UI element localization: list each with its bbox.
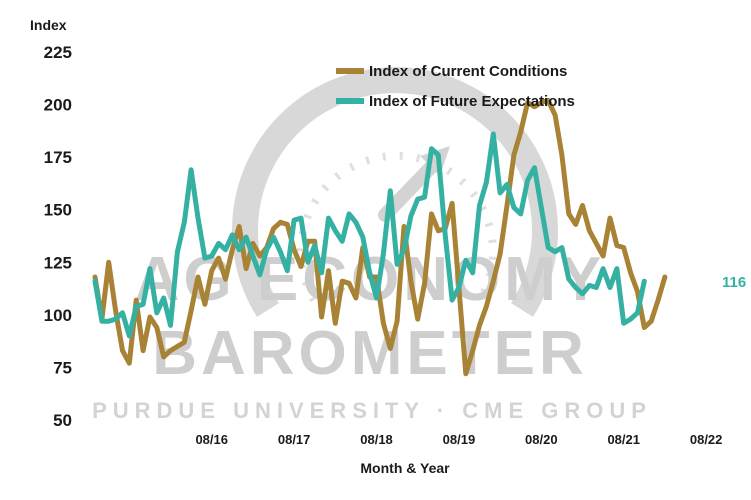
end-value-label: 116: [722, 274, 746, 291]
y-tick-label: 125: [44, 253, 72, 272]
y-tick-label: 225: [44, 43, 72, 62]
y-tick-label: 175: [44, 148, 72, 167]
series-layer: [92, 97, 668, 377]
x-tick-label: 08/19: [443, 432, 476, 447]
x-tick-label: 08/16: [195, 432, 228, 447]
watermark: AG ECONOMY BAROMETER PURDUE UNIVERSITY ·…: [92, 67, 652, 423]
x-tick-label: 08/22: [690, 432, 723, 447]
series-line-current-conditions: [92, 97, 668, 377]
y-tick-label: 50: [53, 411, 72, 430]
legend-label-current: Index of Current Conditions: [369, 63, 567, 80]
y-tick-label: 75: [53, 358, 72, 377]
x-tick-label: 08/18: [360, 432, 393, 447]
watermark-line2: BAROMETER: [152, 319, 588, 388]
legend-label-future: Index of Future Expectations: [369, 93, 575, 110]
x-tick-label: 08/21: [607, 432, 640, 447]
x-tick-label: 08/20: [525, 432, 558, 447]
watermark-line3: PURDUE UNIVERSITY · CME GROUP: [92, 398, 652, 423]
x-axis-title: Month & Year: [360, 460, 450, 476]
legend: Index of Current Conditions Index of Fut…: [336, 63, 575, 110]
x-tick-label: 08/17: [278, 432, 311, 447]
y-axis-title: Index: [30, 17, 67, 33]
x-axis: 08/16 08/17 08/18 08/19 08/20 08/21 08/22: [195, 432, 722, 447]
y-tick-label: 100: [44, 306, 72, 325]
y-tick-label: 200: [44, 96, 72, 115]
y-tick-label: 150: [44, 201, 72, 220]
series-line-future-expectations: [92, 131, 647, 339]
y-axis: 50 75 100 125 150 175 200 225: [44, 43, 72, 430]
